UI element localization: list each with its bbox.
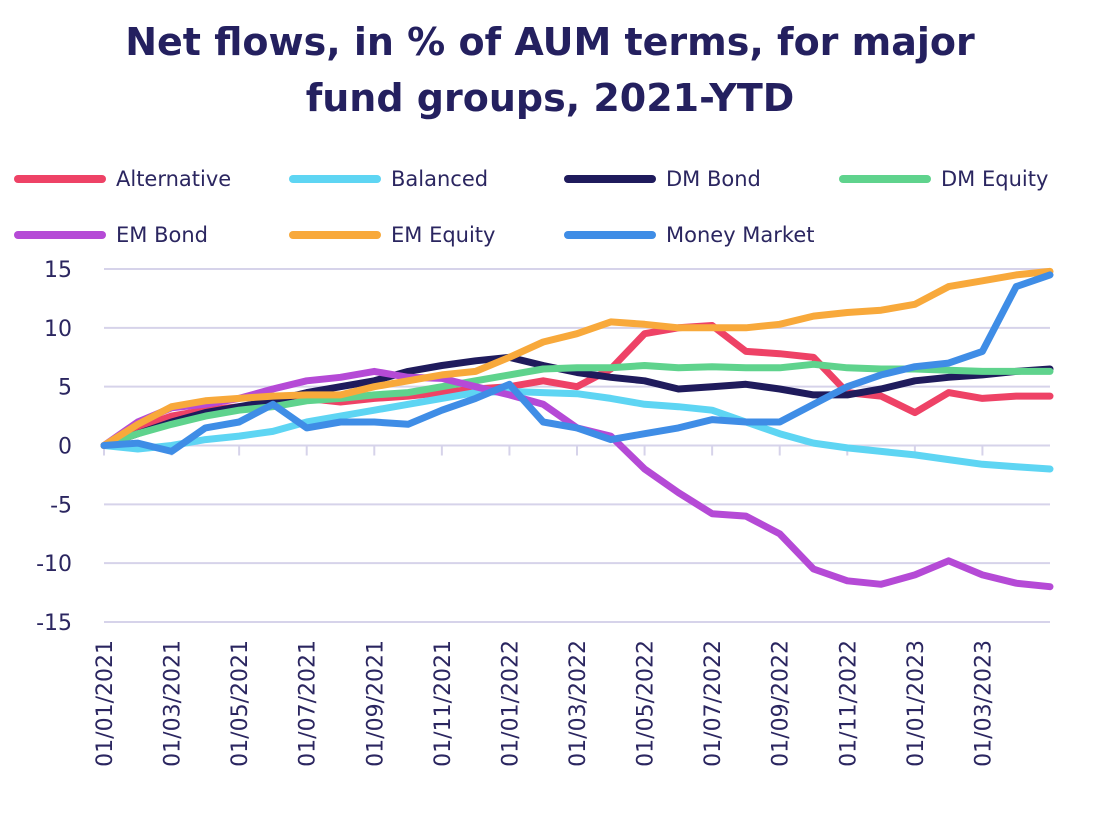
series-line-em-equity xyxy=(100,267,1054,449)
x-tick-label: 01/03/2023 xyxy=(971,640,996,767)
series-line-balanced xyxy=(100,387,1054,473)
y-axis-tick-labels: 15 10 5 0 -5 -10 -15 xyxy=(36,258,72,636)
series-line-dm-bond xyxy=(100,353,1054,449)
y-tick-label: 15 xyxy=(44,258,72,283)
y-tick-label: -5 xyxy=(50,493,72,518)
x-tick-label: 01/01/2023 xyxy=(904,640,929,767)
x-tick-label: 01/11/2022 xyxy=(836,640,861,767)
y-tick-label: 5 xyxy=(58,376,72,401)
x-tick-label: 01/11/2021 xyxy=(431,640,456,767)
series-line-money-market xyxy=(100,271,1054,455)
legend-label-dm-equity: DM Equity xyxy=(941,167,1048,191)
x-tick-label: 01/03/2022 xyxy=(566,640,591,767)
chart-title-line-1: Net flows, in % of AUM terms, for major xyxy=(125,20,975,64)
y-tick-label: 0 xyxy=(58,435,72,460)
x-tick-label: 01/07/2021 xyxy=(296,640,321,767)
x-tick-label: 01/09/2022 xyxy=(769,640,794,767)
legend-label-alternative: Alternative xyxy=(116,167,231,191)
legend-label-em-equity: EM Equity xyxy=(391,223,495,247)
chart-title: Net flows, in % of AUM terms, for major … xyxy=(0,14,1100,126)
x-axis-tick-labels: 01/01/2021 01/03/2021 01/05/2021 01/07/2021… xyxy=(93,640,996,767)
y-tick-label: -10 xyxy=(36,552,72,577)
legend-label-em-bond: EM Bond xyxy=(116,223,208,247)
legend-label-money-market: Money Market xyxy=(666,223,815,247)
x-tick-label: 01/09/2021 xyxy=(363,640,388,767)
y-tick-label: 10 xyxy=(44,317,72,342)
series-lines xyxy=(100,267,1054,591)
x-tick-label: 01/05/2022 xyxy=(634,640,659,767)
legend-label-balanced: Balanced xyxy=(391,167,488,191)
y-tick-label: -15 xyxy=(36,611,72,636)
legend-label-dm-bond: DM Bond xyxy=(666,167,761,191)
x-tick-label: 01/05/2021 xyxy=(228,640,253,767)
x-tick-label: 01/07/2022 xyxy=(701,640,726,767)
x-tick-label: 01/01/2022 xyxy=(498,640,523,767)
x-tick-label: 01/01/2021 xyxy=(93,640,118,767)
x-tick-label: 01/03/2021 xyxy=(161,640,186,767)
chart-title-line-2: fund groups, 2021-YTD xyxy=(305,76,795,120)
legend: Alternative Balanced DM Bond DM Equity EM Bo… xyxy=(14,167,1048,247)
